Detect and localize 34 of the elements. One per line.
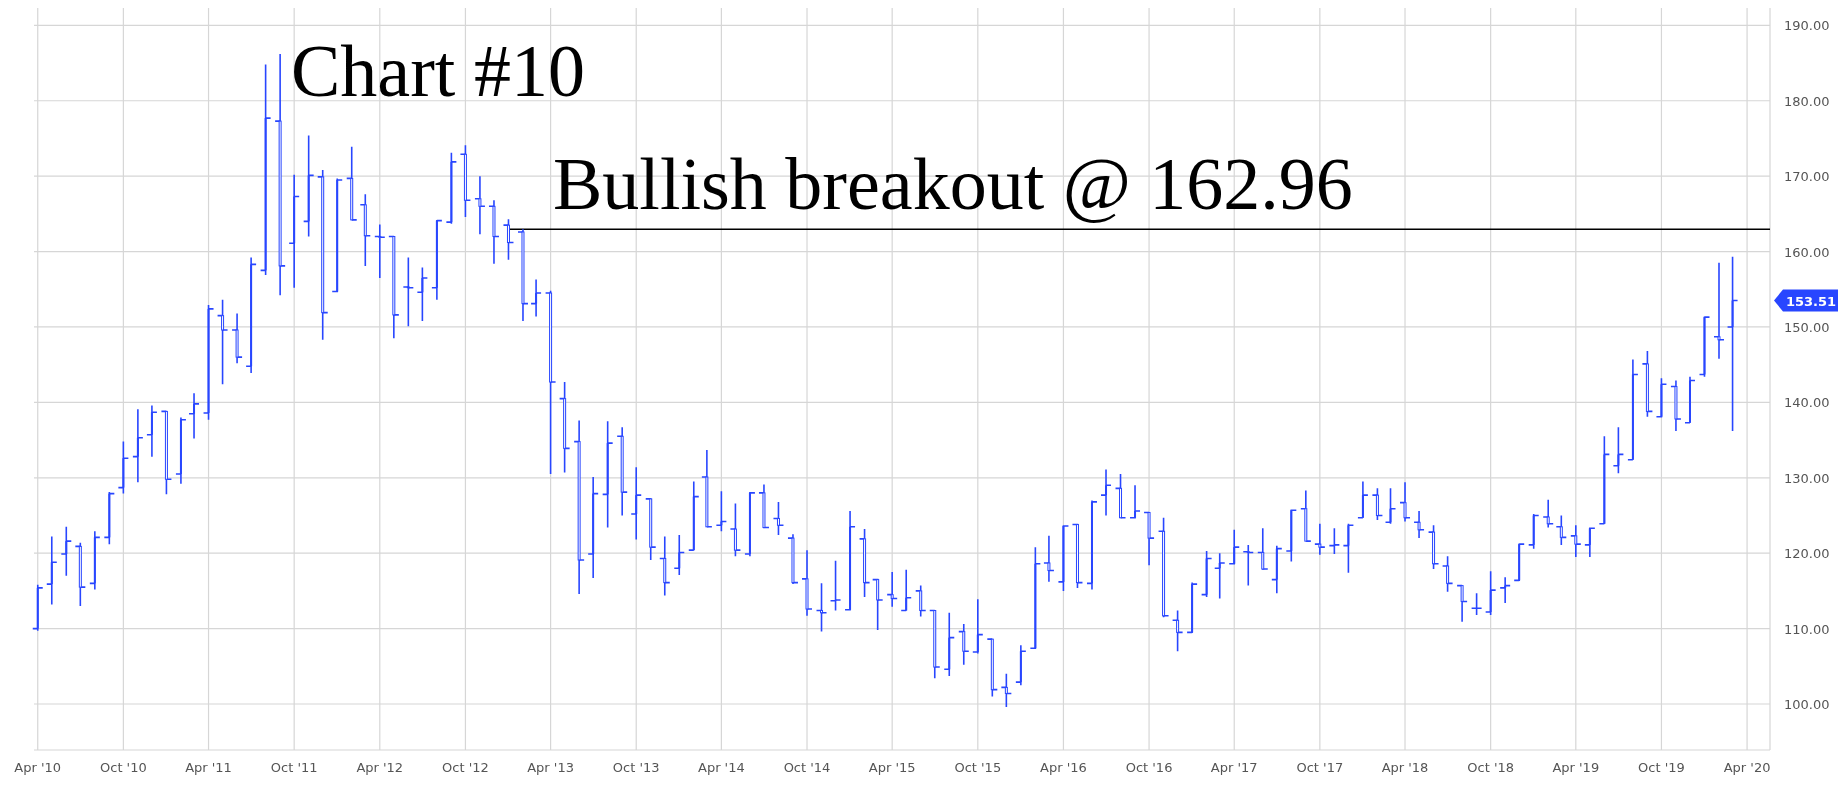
- x-tick-label: Apr '17: [1210, 760, 1258, 775]
- text: 153.51: [1785, 293, 1837, 309]
- x-tick-label: Oct '10: [100, 760, 147, 775]
- x-tick-label: Oct '12: [442, 760, 489, 775]
- y-tick-label: 190.00: [1784, 18, 1830, 34]
- x-tick-label: Oct '16: [1125, 760, 1173, 775]
- y-tick-label: 100.00: [1784, 697, 1830, 712]
- y-tick-label: 160.00: [1784, 244, 1830, 260]
- x-tick-label: Oct '17: [1296, 760, 1344, 775]
- x-tick-label: Apr '16: [1040, 760, 1087, 775]
- x-tick-label: Oct '18: [1467, 760, 1515, 775]
- y-tick-label: 150.00: [1784, 319, 1830, 335]
- x-tick-label: Apr '10: [14, 760, 62, 775]
- x-tick-label: Apr '12: [356, 760, 404, 775]
- annotation: Chart #10: [291, 30, 585, 112]
- x-tick-label: Oct '11: [270, 760, 318, 775]
- x-tick-label: Apr '13: [527, 760, 574, 775]
- y-tick-label: 120.00: [1784, 546, 1830, 562]
- x-tick-label: Oct '13: [612, 760, 660, 775]
- y-tick-label: 110.00: [1784, 621, 1830, 637]
- y-tick-label: 180.00: [1784, 93, 1830, 109]
- ref-line-label: Bullish breakout @ 162.96: [553, 143, 1353, 226]
- y-tick-label: 170.00: [1784, 169, 1830, 185]
- x-tick-label: Apr '20: [1723, 760, 1771, 775]
- x-tick-label: Apr '19: [1552, 760, 1600, 775]
- x-tick-label: Apr '18: [1381, 760, 1429, 775]
- y-tick-label: 130.00: [1784, 470, 1830, 486]
- x-tick-label: Apr '15: [868, 760, 916, 775]
- y-tick-label: 140.00: [1784, 395, 1830, 411]
- x-tick-label: Oct '15: [954, 760, 1002, 775]
- x-tick-label: Apr '11: [185, 760, 232, 775]
- x-tick-label: Oct '19: [1638, 760, 1685, 775]
- x-tick-label: Apr '14: [698, 760, 745, 775]
- x-tick-label: Oct '14: [783, 760, 831, 775]
